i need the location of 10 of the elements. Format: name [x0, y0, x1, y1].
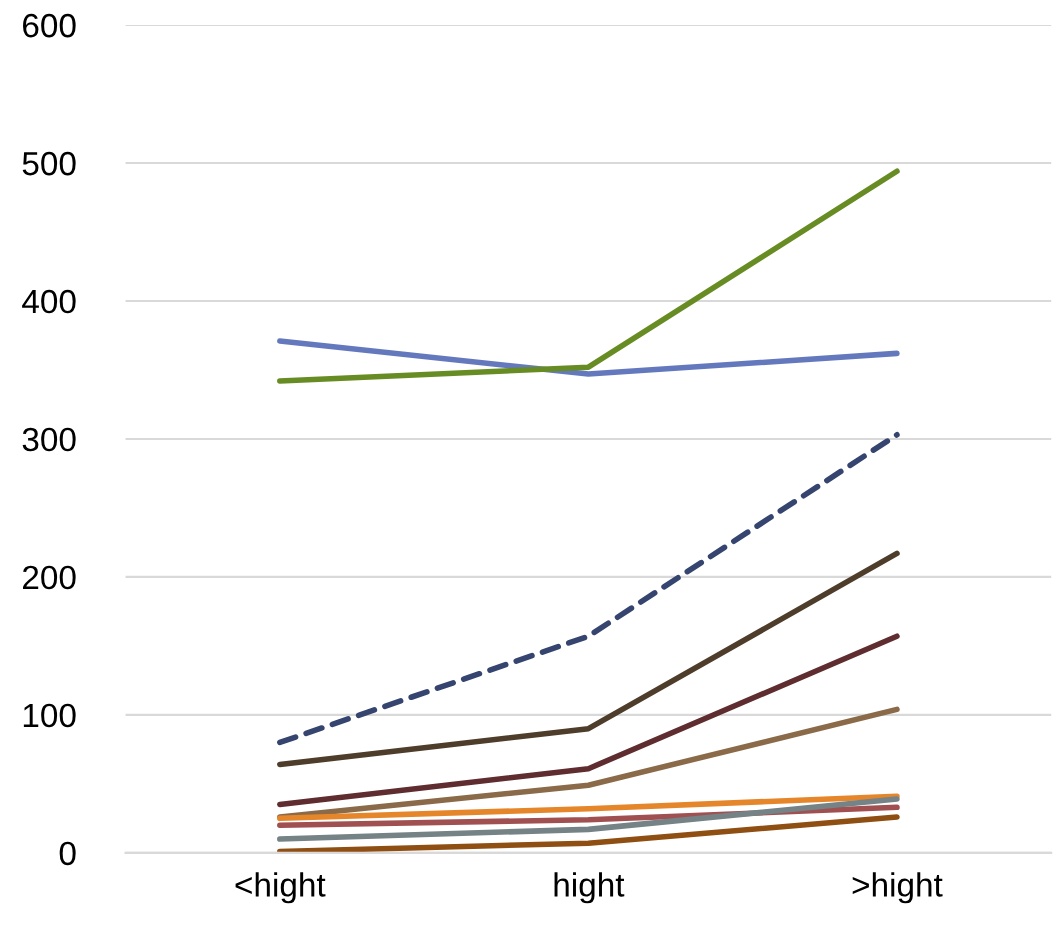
y-tick-label: 0: [59, 841, 76, 866]
y-tick-label: 300: [22, 427, 76, 452]
y-tick-label: 400: [22, 289, 76, 314]
y-tick-label: 500: [22, 151, 76, 176]
y-tick-label: 600: [23, 13, 76, 38]
x-tick-label: >hight: [852, 872, 943, 904]
x-tick-label: <hight: [235, 872, 326, 904]
y-tick-label: 200: [23, 565, 76, 590]
x-tick-label: hight: [554, 872, 625, 904]
y-tick-label: 100: [23, 703, 76, 728]
